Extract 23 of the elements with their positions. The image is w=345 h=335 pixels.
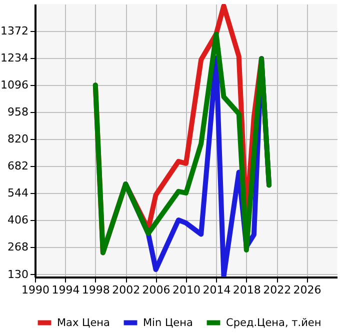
y-tick-label: 1234 [0,52,28,65]
legend-label: Сред.Цена, т.йен [226,316,322,329]
y-tick-label: 544 [8,186,28,200]
x-tick-label: 2018 [232,284,261,296]
y-tick-label: 406 [8,214,28,227]
y-tick-label: 682 [8,160,28,173]
x-tick-label: 1994 [52,284,80,296]
x-tick-label: 1990 [22,284,50,296]
x-tick-label: 2002 [112,284,140,296]
y-tick-label: 1372 [0,24,28,38]
x-tick-label: 1998 [82,284,110,296]
y-tick-label: 130 [8,268,28,281]
y-tick-label: 958 [8,106,28,119]
x-tick-label: 2006 [142,284,170,296]
x-tick-label: 2010 [172,284,200,296]
legend-label: Max Цена [57,316,110,329]
y-tick-label: 268 [8,240,28,254]
x-tick-label: 2026 [293,284,322,296]
x-tick-label: 2014 [202,284,231,296]
x-tick-label: 2022 [263,284,292,296]
y-tick-label: 820 [8,132,28,146]
y-tick-label: 1096 [0,78,28,92]
legend-label: Min Цена [143,316,193,329]
